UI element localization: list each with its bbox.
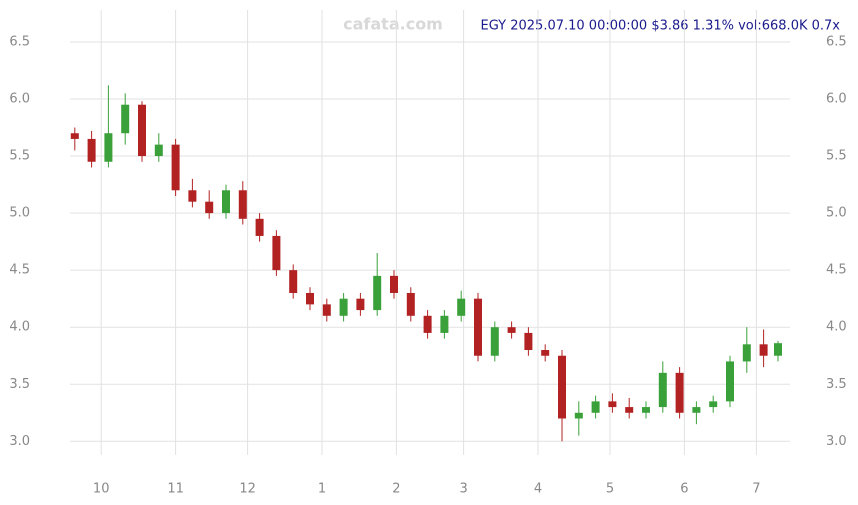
x-tick-label: 6: [680, 482, 688, 497]
candle-body: [742, 344, 751, 362]
candle-body: [726, 361, 734, 402]
x-tick-label: 5: [606, 482, 614, 497]
candle-body: [625, 407, 634, 413]
candle-body: [272, 235, 281, 271]
candle-body: [373, 275, 382, 311]
y-tick-label: 3.5: [9, 377, 30, 392]
candle-body: [121, 104, 130, 134]
candle-body: [255, 218, 264, 236]
candle-body: [608, 401, 617, 408]
x-tick-label: 11: [167, 482, 184, 497]
candle-body: [692, 407, 701, 413]
y-tick-label: 4.0: [9, 320, 30, 335]
y-tick-label-right: 6.0: [826, 92, 847, 107]
candle-body: [289, 270, 298, 293]
watermark: cafata.com: [343, 15, 443, 34]
candle-body: [423, 315, 432, 333]
candle-body: [474, 298, 482, 356]
candle-body: [507, 327, 516, 333]
x-tick-label: 7: [752, 482, 760, 497]
candle-body: [524, 332, 533, 351]
y-tick-label-right: 4.0: [826, 320, 847, 335]
candle-body: [138, 104, 146, 157]
y-tick-label: 5.5: [9, 149, 30, 164]
x-tick-label: 4: [534, 482, 542, 497]
candle-body: [205, 201, 214, 214]
candle-body: [774, 343, 782, 356]
candle-body: [558, 355, 566, 419]
candle-body: [440, 315, 449, 333]
candle-body: [490, 327, 499, 356]
candle-body: [306, 292, 314, 305]
candle-body: [339, 298, 348, 316]
candle-body: [574, 412, 583, 419]
y-tick-label-right: 4.5: [826, 263, 847, 278]
x-tick-label: 2: [392, 482, 400, 497]
candle-body: [104, 133, 113, 162]
chart-title: EGY 2025.07.10 00:00:00 $3.86 1.31% vol:…: [481, 19, 841, 34]
candle-body: [222, 190, 230, 214]
candle-body: [171, 144, 180, 191]
y-tick-label-right: 3.5: [826, 377, 847, 392]
candle-body: [188, 190, 197, 202]
candle-body: [238, 190, 247, 219]
candle-body: [541, 350, 550, 356]
y-tick-label: 4.5: [9, 263, 30, 278]
y-tick-label-right: 6.5: [826, 34, 847, 49]
x-tick-label: 10: [93, 482, 110, 497]
candle-body: [356, 298, 365, 311]
candle-body: [675, 372, 684, 413]
candle-body: [709, 401, 718, 408]
candle-body: [322, 304, 331, 316]
candle-body: [642, 407, 650, 413]
x-tick-label: 3: [459, 482, 467, 497]
candle-body: [87, 138, 96, 162]
x-tick-label: 1: [318, 482, 326, 497]
candle-body: [457, 298, 466, 316]
y-tick-label-right: 3.0: [826, 434, 847, 449]
candle-body: [759, 344, 768, 356]
candle-body: [658, 372, 667, 408]
y-tick-label: 5.0: [9, 206, 30, 221]
candle-body: [154, 144, 163, 157]
candle-body: [390, 275, 398, 293]
y-tick-label-right: 5.0: [826, 206, 847, 221]
candle-body: [406, 292, 415, 316]
y-tick-label: 3.0: [9, 434, 30, 449]
candle-body: [591, 401, 600, 413]
y-tick-label-right: 5.5: [826, 149, 847, 164]
y-tick-label: 6.5: [9, 34, 30, 49]
y-tick-label: 6.0: [9, 92, 30, 107]
x-tick-label: 12: [239, 482, 256, 497]
candle-body: [70, 133, 79, 139]
